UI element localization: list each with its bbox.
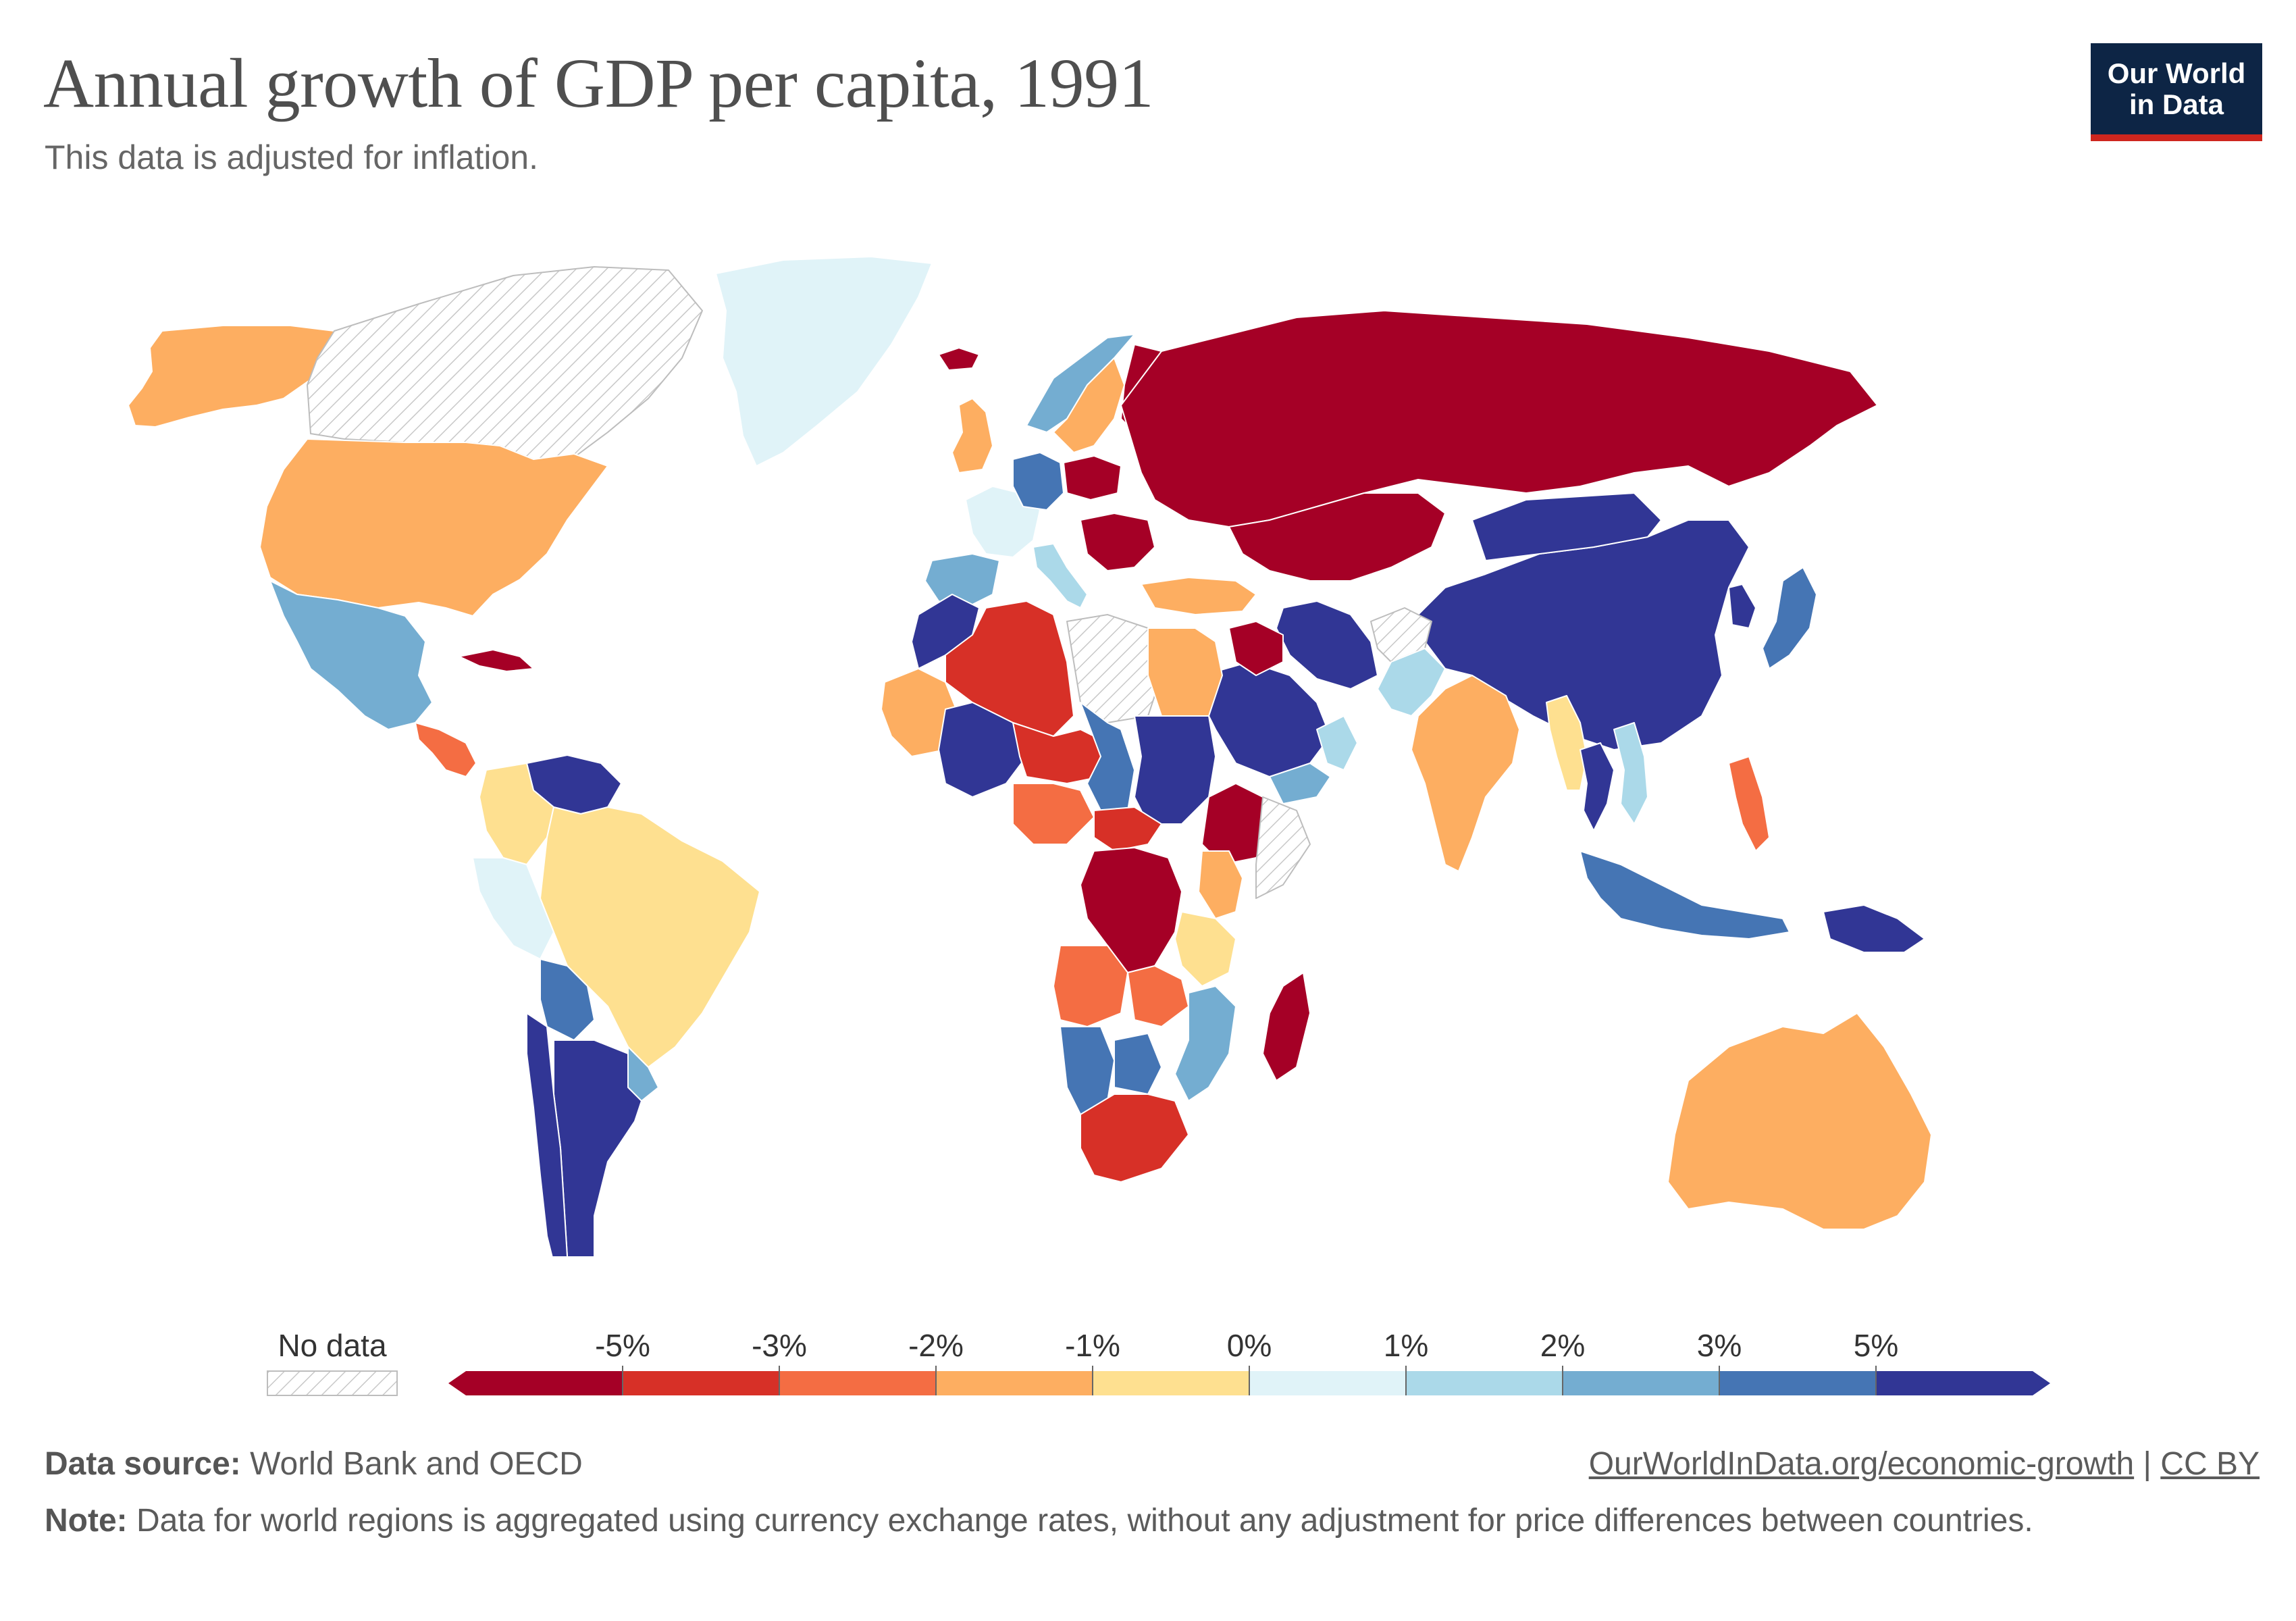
country-russia[interactable] [1120,310,1878,528]
note-value: Data for world regions is aggregated usi… [136,1503,2033,1539]
country-nigeria[interactable] [1012,783,1095,845]
license-link[interactable]: CC BY [2160,1446,2260,1482]
world-map[interactable] [0,203,2296,1256]
legend-swatch [1876,1371,2033,1395]
country-mali[interactable] [938,702,1027,798]
country-iraq[interactable] [1228,621,1284,676]
legend-svg: -5% -3% -2% -1% 0% 1% 2% 3% 5% No data [267,1328,2050,1396]
country-tanzania[interactable] [1174,911,1236,987]
country-central-america[interactable] [415,722,477,777]
country-south-africa[interactable] [1080,1093,1189,1183]
country-greenland[interactable] [715,256,933,467]
country-germany[interactable] [1012,452,1064,511]
country-brazil[interactable] [540,806,760,1068]
legend-tick-label: 5% [1854,1328,1898,1363]
legend-tick-label: -5% [595,1328,650,1363]
note-label: Note: [45,1503,128,1539]
country-norway[interactable] [1026,334,1135,433]
legend-tick-label: -2% [908,1328,964,1363]
country-alaska[interactable] [128,325,338,428]
legend-swatch [1406,1371,1563,1395]
legend-tick-label: 1% [1384,1328,1428,1363]
country-mexico[interactable] [269,580,433,730]
country-united-kingdom[interactable] [951,398,993,473]
country-peru[interactable] [472,857,554,960]
data-source-label: Data source: [45,1446,241,1482]
no-data-label: No data [278,1328,387,1363]
legend-tick-label: -1% [1065,1328,1120,1363]
country-balkans[interactable] [1080,513,1155,571]
owid-logo[interactable]: Our World in Data [2091,43,2262,141]
legend-left-arrow [448,1371,466,1395]
legend-swatch [936,1371,1093,1395]
country-zambia[interactable] [1127,965,1189,1027]
url-separator: | [2143,1446,2151,1482]
country-angola[interactable] [1053,945,1128,1027]
chart-title: Annual growth of GDP per capita, 1991 [43,45,1154,122]
data-source-value: World Bank and OECD [250,1446,583,1482]
country-philippines[interactable] [1728,756,1770,852]
country-india[interactable] [1411,675,1520,872]
country-algeria[interactable] [945,600,1074,737]
chart-subtitle: This data is adjusted for inflation. [45,138,538,176]
legend-swatch [466,1371,623,1395]
country-somalia[interactable] [1255,796,1311,899]
legend-swatch [1719,1371,1876,1395]
note: Note: Data for world regions is aggregat… [45,1499,2124,1543]
legend-tick-label: 0% [1227,1328,1272,1363]
country-australia[interactable] [1667,1012,1932,1230]
country-yemen[interactable] [1269,763,1331,804]
country-bolivia[interactable] [540,958,595,1041]
color-legend: -5% -3% -2% -1% 0% 1% 2% 3% 5% No data [0,1304,2296,1412]
country-cuba[interactable] [459,649,534,672]
legend-swatch [623,1371,779,1395]
country-iceland[interactable] [938,347,980,371]
world-map-svg [128,256,1932,1256]
country-myanmar[interactable] [1546,695,1588,791]
source-line: Data source: World Bank and OECD OurWorl… [45,1445,2260,1483]
legend-tick-label: 3% [1697,1328,1742,1363]
legend-right-arrow [2033,1371,2050,1395]
country-iran[interactable] [1276,600,1378,690]
country-sudan[interactable] [1134,715,1216,825]
country-chile[interactable] [526,1012,608,1256]
logo-line-1: Our World [2107,57,2246,89]
country-uruguay[interactable] [627,1046,659,1102]
legend-swatch [779,1371,936,1395]
data-source: Data source: World Bank and OECD [45,1445,583,1483]
country-mongolia[interactable] [1471,492,1662,561]
country-spain[interactable] [924,553,1000,609]
country-mozambique[interactable] [1174,985,1236,1102]
country-madagascar[interactable] [1262,972,1311,1081]
country-united-states[interactable] [259,438,608,617]
country-egypt[interactable] [1147,627,1223,717]
country-colombia[interactable] [479,763,554,865]
footer: Data source: World Bank and OECD OurWorl… [45,1445,2260,1543]
country-papua-new-guinea[interactable] [1823,904,1925,953]
country-poland[interactable] [1063,455,1122,500]
country-pakistan[interactable] [1377,648,1446,717]
legend-swatch [1563,1371,1719,1395]
legend-tick-label: -3% [752,1328,807,1363]
legend-swatch [1093,1371,1249,1395]
country-oman[interactable] [1316,715,1358,771]
legend-swatch [1249,1371,1406,1395]
url-license: OurWorldInData.org/economic-growth | CC … [1589,1445,2260,1483]
country-italy[interactable] [1033,543,1088,609]
no-data-swatch [267,1370,398,1396]
country-kazakhstan[interactable] [1228,492,1446,582]
country-thailand[interactable] [1580,742,1615,831]
country-korea[interactable] [1728,584,1756,629]
country-botswana[interactable] [1114,1033,1162,1095]
country-turkey[interactable] [1141,577,1257,615]
country-indonesia[interactable] [1580,850,1790,940]
country-canada[interactable] [307,266,703,468]
country-vietnam[interactable] [1613,722,1648,825]
logo-line-2: in Data [2129,88,2224,120]
source-url-link[interactable]: OurWorldInData.org/economic-growth [1588,1446,2135,1482]
country-kenya[interactable] [1198,850,1243,919]
legend-tick-label: 2% [1540,1328,1585,1363]
country-japan[interactable] [1762,567,1817,669]
country-central-african-republic[interactable] [1093,806,1162,852]
